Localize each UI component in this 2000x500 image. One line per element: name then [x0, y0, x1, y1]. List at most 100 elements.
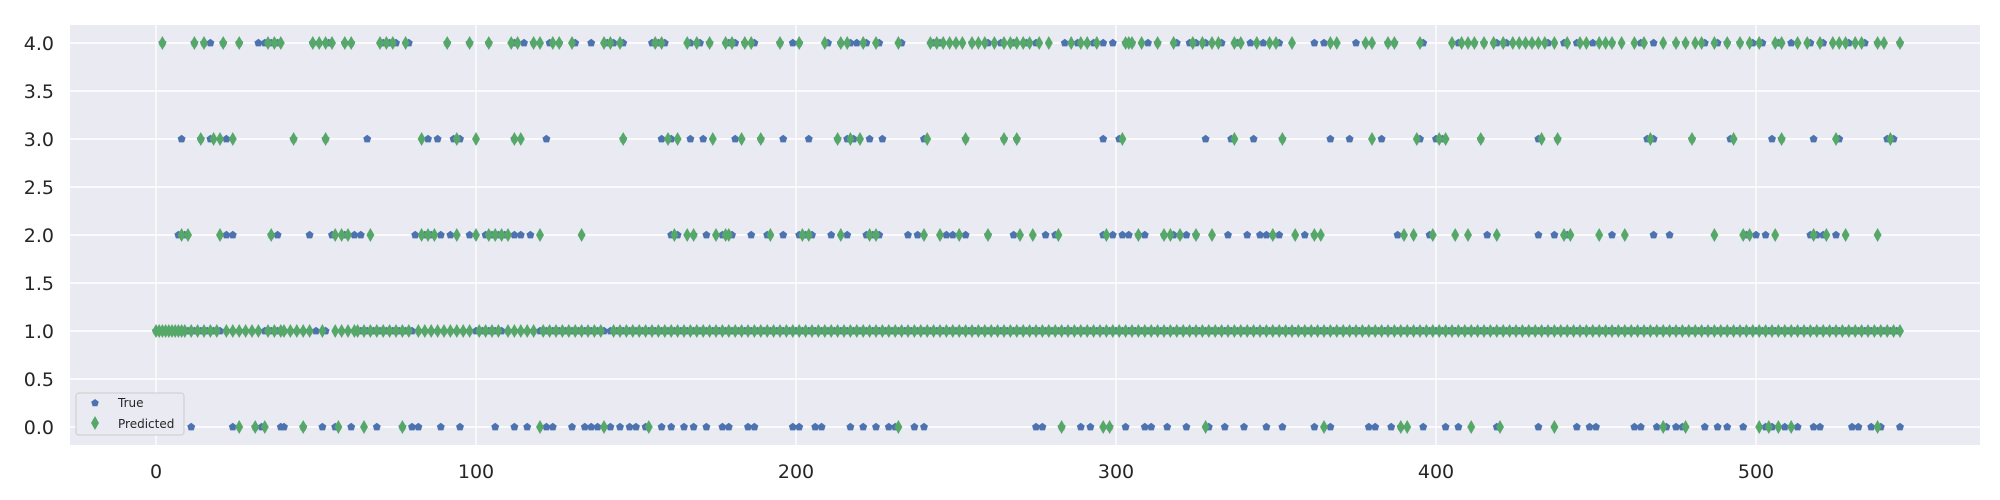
predicted-point — [1230, 324, 1239, 338]
predicted-point — [1428, 324, 1437, 338]
predicted-point — [1822, 228, 1831, 242]
predicted-point — [776, 36, 784, 50]
true-point — [904, 230, 912, 239]
predicted-point — [1646, 132, 1655, 146]
y-tick-label: 2.5 — [24, 177, 54, 199]
predicted-point — [590, 324, 599, 338]
predicted-point — [1441, 132, 1450, 146]
predicted-point — [1179, 324, 1188, 338]
predicted-point — [856, 132, 864, 146]
true-point — [1246, 38, 1255, 47]
predicted-point — [1512, 324, 1520, 338]
true-point — [1345, 134, 1354, 143]
predicted-point — [529, 36, 538, 50]
true-point — [1147, 422, 1156, 431]
predicted-point — [292, 324, 301, 338]
predicted-point — [609, 324, 618, 338]
predicted-point — [1803, 36, 1812, 50]
predicted-point — [820, 324, 829, 338]
predicted-point — [289, 132, 298, 146]
predicted-point — [955, 324, 964, 338]
true-point — [1182, 422, 1191, 431]
predicted-point — [254, 324, 263, 338]
y-axis-tick-labels: 0.0 0.5 1.0 1.5 2.0 2.5 3.0 3.5 4.0 — [24, 33, 54, 439]
true-point — [788, 422, 797, 431]
predicted-point — [801, 324, 810, 338]
predicted-point — [299, 324, 308, 338]
predicted-point — [1038, 324, 1047, 338]
predicted-point — [504, 228, 512, 242]
true-point — [1809, 134, 1818, 143]
predicted-point — [452, 228, 461, 242]
predicted-point — [414, 324, 423, 338]
predicted-point — [1214, 36, 1223, 50]
predicted-point — [1134, 324, 1143, 338]
predicted-point — [936, 228, 944, 242]
predicted-point — [270, 324, 279, 338]
predicted-point — [1880, 36, 1888, 50]
true-point — [1256, 230, 1264, 239]
predicted-point — [1819, 324, 1828, 338]
predicted-point — [1025, 324, 1034, 338]
predicted-point — [1646, 324, 1655, 338]
predicted-point — [1454, 324, 1463, 338]
predicted-point — [1044, 36, 1053, 50]
true-point — [356, 230, 365, 239]
true-point — [680, 422, 688, 431]
true-point — [657, 134, 666, 143]
predicted-point — [1377, 324, 1386, 338]
true-point — [1144, 38, 1152, 47]
predicted-point — [337, 324, 346, 338]
predicted-point — [836, 228, 845, 242]
true-point — [1441, 422, 1450, 431]
predicted-point — [916, 324, 925, 338]
true-point — [1249, 134, 1258, 143]
predicted-point — [488, 324, 496, 338]
predicted-point — [788, 324, 797, 338]
true-point — [1608, 230, 1616, 239]
predicted-point — [1435, 324, 1444, 338]
predicted-point — [1812, 324, 1821, 338]
predicted-point — [548, 36, 557, 50]
predicted-point — [1352, 324, 1360, 338]
true-point — [804, 134, 813, 143]
true-point — [280, 422, 288, 431]
predicted-point — [1451, 228, 1460, 242]
predicted-point — [1208, 36, 1216, 50]
predicted-point — [1185, 324, 1194, 338]
x-tick-label: 500 — [1738, 461, 1774, 483]
predicted-point — [577, 324, 586, 338]
predicted-point — [1896, 324, 1904, 338]
predicted-point — [1864, 324, 1872, 338]
predicted-point — [276, 36, 285, 50]
predicted-point — [1563, 324, 1572, 338]
predicted-point — [1256, 324, 1264, 338]
predicted-point — [219, 36, 228, 50]
true-point — [878, 134, 887, 143]
predicted-point — [945, 36, 954, 50]
predicted-point — [1166, 324, 1175, 338]
predicted-point — [1710, 324, 1719, 338]
predicted-point — [1044, 324, 1053, 338]
predicted-point — [1761, 324, 1770, 338]
predicted-point — [1313, 324, 1322, 338]
true-point — [1588, 38, 1597, 47]
true-point — [1454, 422, 1463, 431]
legend-true-marker — [91, 399, 99, 407]
true-point — [689, 422, 698, 431]
predicted-point — [1224, 324, 1232, 338]
true-point — [372, 422, 381, 431]
true-point — [1700, 422, 1709, 431]
predicted-point — [1755, 324, 1764, 338]
predicted-point — [1499, 324, 1508, 338]
predicted-point — [494, 324, 503, 338]
predicted-point — [1307, 324, 1316, 338]
predicted-point — [1368, 36, 1376, 50]
predicted-point — [750, 324, 759, 338]
true-point — [1672, 422, 1680, 431]
predicted-point — [619, 132, 628, 146]
predicted-point — [1800, 324, 1808, 338]
predicted-point — [731, 324, 740, 338]
predicted-point — [1678, 324, 1687, 338]
predicted-point — [1019, 324, 1028, 338]
